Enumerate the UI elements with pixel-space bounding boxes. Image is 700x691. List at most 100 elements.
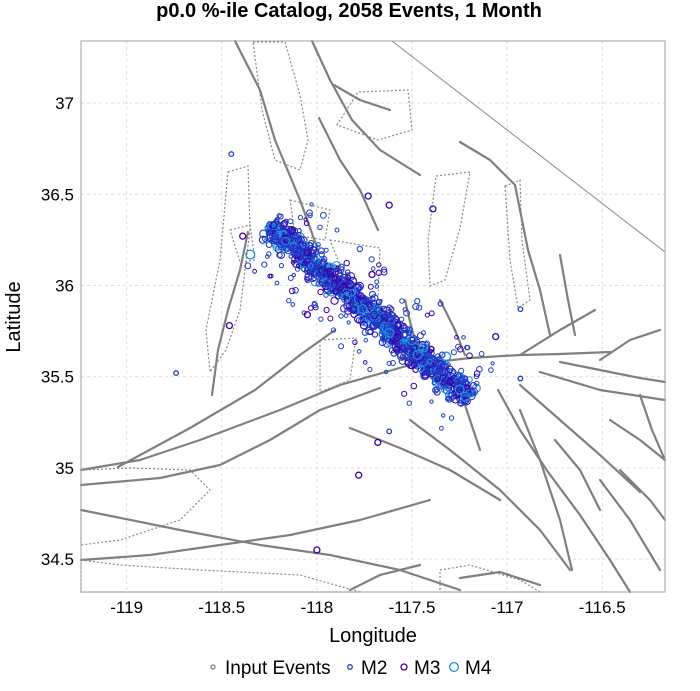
- event-marker: [265, 254, 270, 259]
- event-point-m3: [303, 311, 312, 319]
- event-marker: [345, 269, 351, 275]
- event-marker: [269, 221, 277, 230]
- event-marker: [276, 251, 283, 259]
- event-marker: [361, 328, 369, 336]
- event-marker: [457, 346, 464, 353]
- event-marker: [386, 304, 393, 312]
- event-point-m4: [460, 391, 471, 402]
- event-marker: [445, 395, 452, 401]
- fault-line: [553, 438, 602, 512]
- event-marker: [374, 284, 379, 289]
- event-marker: [399, 298, 405, 304]
- event-marker: [300, 240, 309, 249]
- fault-line: [317, 116, 380, 232]
- event-marker: [427, 358, 433, 365]
- x-axis-ticks: -119 -118.5 -118 -117.5 -117 -116.5: [110, 598, 625, 617]
- event-marker: [435, 359, 443, 368]
- event-marker: [362, 360, 368, 365]
- event-marker: [343, 259, 350, 267]
- event-marker: [387, 316, 395, 324]
- event-point-m3: [492, 332, 500, 341]
- event-marker: [357, 286, 363, 292]
- event-marker: [323, 306, 330, 314]
- event-marker: [444, 391, 453, 399]
- event-marker: [439, 425, 444, 431]
- event-marker: [345, 274, 352, 281]
- event-marker: [414, 298, 421, 305]
- legend-label-m3: M3: [414, 658, 440, 679]
- event-marker: [370, 266, 376, 271]
- event-marker: [373, 306, 382, 315]
- event-marker: [298, 241, 307, 250]
- event-marker: [318, 316, 324, 322]
- event-marker: [373, 319, 378, 324]
- event-marker: [412, 366, 420, 373]
- fault-line: [458, 140, 522, 212]
- event-marker: [454, 334, 459, 340]
- event-marker: [281, 247, 288, 254]
- event-marker: [311, 262, 317, 268]
- event-marker: [488, 367, 494, 373]
- event-marker: [292, 287, 299, 294]
- fault-map: [79, 39, 667, 594]
- event-marker: [286, 297, 292, 304]
- event-marker: [369, 321, 378, 331]
- event-point-m3: [239, 232, 247, 240]
- event-marker: [289, 230, 298, 239]
- event-marker: [367, 366, 373, 373]
- event-marker: [429, 399, 434, 404]
- quad-boundary: [427, 171, 471, 287]
- event-marker: [282, 234, 293, 244]
- event-marker: [339, 283, 347, 291]
- quad-boundary: [205, 165, 251, 374]
- event-marker: [287, 275, 294, 281]
- event-marker: [323, 292, 329, 298]
- event-marker: [433, 369, 440, 376]
- event-marker: [311, 300, 317, 306]
- event-marker: [390, 312, 397, 319]
- event-marker: [365, 313, 373, 321]
- event-marker: [401, 390, 408, 397]
- event-point-m3: [364, 192, 372, 200]
- event-point-m3: [446, 378, 454, 386]
- event-marker: [474, 380, 480, 387]
- event-marker: [434, 375, 441, 382]
- quad-boundary: [504, 179, 531, 310]
- event-marker: [323, 247, 329, 253]
- event-point-m3: [332, 287, 340, 295]
- fault-line: [408, 418, 572, 572]
- quad-boundary: [336, 89, 413, 141]
- event-marker: [397, 351, 407, 361]
- event-marker: [402, 307, 408, 312]
- event-marker: [355, 291, 362, 298]
- legend-label-m2: M2: [361, 658, 387, 679]
- event-marker: [307, 263, 314, 269]
- event-point-m3: [368, 270, 376, 279]
- event-marker: [311, 301, 318, 308]
- legend-marker-m4: [448, 661, 460, 673]
- event-marker: [281, 236, 290, 246]
- event-marker: [448, 415, 455, 421]
- fault-line: [348, 426, 502, 502]
- event-marker: [349, 306, 357, 314]
- fault-line: [210, 230, 250, 397]
- fault-line: [538, 370, 667, 402]
- event-marker: [424, 312, 430, 318]
- event-markers: [173, 151, 524, 554]
- event-marker: [363, 337, 369, 343]
- event-marker: [265, 241, 273, 249]
- event-marker: [436, 360, 446, 370]
- event-marker: [275, 244, 281, 250]
- event-marker: [462, 376, 469, 382]
- event-marker: [389, 340, 394, 345]
- event-point-m2: [517, 375, 524, 382]
- x-tick-label: -117.5: [389, 598, 436, 617]
- fault-line: [79, 386, 382, 487]
- event-marker: [272, 237, 280, 245]
- event-marker: [316, 268, 323, 275]
- event-marker: [331, 275, 338, 282]
- event-marker: [380, 268, 388, 276]
- event-marker: [343, 313, 349, 318]
- event-marker: [368, 290, 377, 298]
- event-marker: [457, 377, 462, 383]
